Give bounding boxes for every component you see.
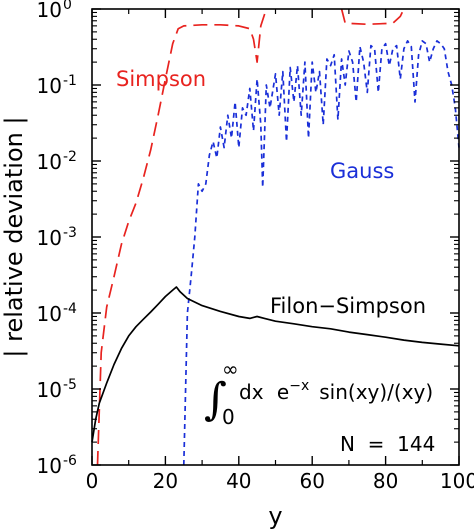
y-tick-label: 10 xyxy=(37,0,62,22)
y-tick-exponent: -4 xyxy=(63,301,77,317)
series-line-filon-simpson-0 xyxy=(91,286,460,443)
y-tick-exponent: -5 xyxy=(63,377,77,393)
y-tick-label: 10 xyxy=(37,302,62,326)
integral-annotation: ∫ ∞ 0 dx e−x sin(xy)/(xy) xyxy=(204,357,433,429)
y-tick-label: 10 xyxy=(37,74,62,98)
series-line-gauss-0 xyxy=(182,40,460,466)
y-tick-label: 10 xyxy=(37,150,62,174)
series-label-simpson: Simpson xyxy=(116,67,206,91)
integral-expression: dx e−x sin(xy)/(xy) xyxy=(239,378,433,404)
y-axis-title: | relative deviation | xyxy=(0,116,28,357)
x-tick-label: 60 xyxy=(299,469,324,493)
integral-rest: sin(xy)/(xy) xyxy=(319,380,433,404)
integral-upper-limit: ∞ xyxy=(222,357,239,381)
integral-dx: dx xyxy=(239,380,264,404)
y-tick-label: 10 xyxy=(37,378,62,402)
x-tick-label: 80 xyxy=(373,469,398,493)
series-layer xyxy=(91,8,460,466)
integral-symbol: ∫ xyxy=(204,374,227,425)
y-tick-exponent: -1 xyxy=(63,73,77,89)
series-line-simpson-0 xyxy=(96,8,268,466)
integral-exp-sup: −x xyxy=(289,378,309,394)
y-tick-exponent: -2 xyxy=(63,149,77,165)
y-tick-exponent: -3 xyxy=(63,225,77,241)
y-tick-label: 10 xyxy=(37,454,62,478)
y-tick-exponent: 0 xyxy=(63,0,72,13)
x-tick-label: 0 xyxy=(86,469,99,493)
x-tick-label: 20 xyxy=(153,469,178,493)
y-tick-exponent: -6 xyxy=(63,453,77,469)
x-axis-title: y xyxy=(268,502,282,530)
integral-lower-limit: 0 xyxy=(222,405,235,429)
series-label-filon-simpson: Filon−Simpson xyxy=(270,294,426,318)
series-line-simpson-1 xyxy=(340,8,405,26)
n-label: N = 144 xyxy=(340,432,435,456)
y-tick-label: 10 xyxy=(37,226,62,250)
integral-exp-base: e xyxy=(277,380,289,404)
x-tick-label: 40 xyxy=(226,469,251,493)
series-label-gauss: Gauss xyxy=(330,159,394,183)
x-tick-label: 100 xyxy=(440,469,474,493)
